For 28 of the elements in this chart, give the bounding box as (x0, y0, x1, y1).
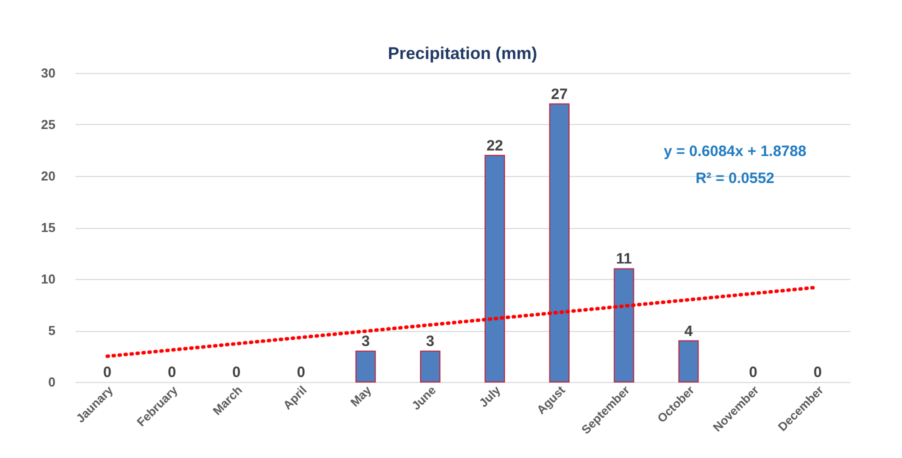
bar (420, 350, 440, 382)
bar (549, 103, 570, 382)
y-tick-label: 10 (41, 272, 56, 286)
data-label: 0 (168, 364, 176, 381)
data-label: 4 (684, 322, 694, 340)
chart-title: Precipitation (mm) (388, 44, 538, 63)
data-label: 0 (814, 364, 822, 381)
data-label: 3 (361, 333, 370, 350)
y-tick-label: 30 (41, 66, 56, 80)
data-label: 0 (103, 364, 112, 381)
annotation: R² = 0.0552 (696, 170, 774, 187)
data-label: 11 (616, 250, 632, 268)
y-tick-label: 25 (41, 117, 56, 132)
bar (355, 350, 376, 382)
y-tick-label: 20 (41, 168, 56, 184)
data-label: 27 (551, 86, 568, 103)
y-tick-label: 5 (48, 323, 56, 338)
y-tick-label: 0 (48, 374, 56, 390)
bar (484, 154, 505, 382)
data-label: 0 (296, 364, 306, 381)
y-tick-label: 15 (41, 220, 56, 235)
annotation: y = 0.6084x + 1.8788 (664, 143, 806, 160)
data-label: 0 (748, 364, 758, 381)
bar (614, 268, 634, 382)
data-label: 22 (486, 137, 504, 154)
bar (678, 340, 699, 382)
data-label: 3 (426, 333, 434, 350)
data-label: 0 (232, 364, 241, 381)
